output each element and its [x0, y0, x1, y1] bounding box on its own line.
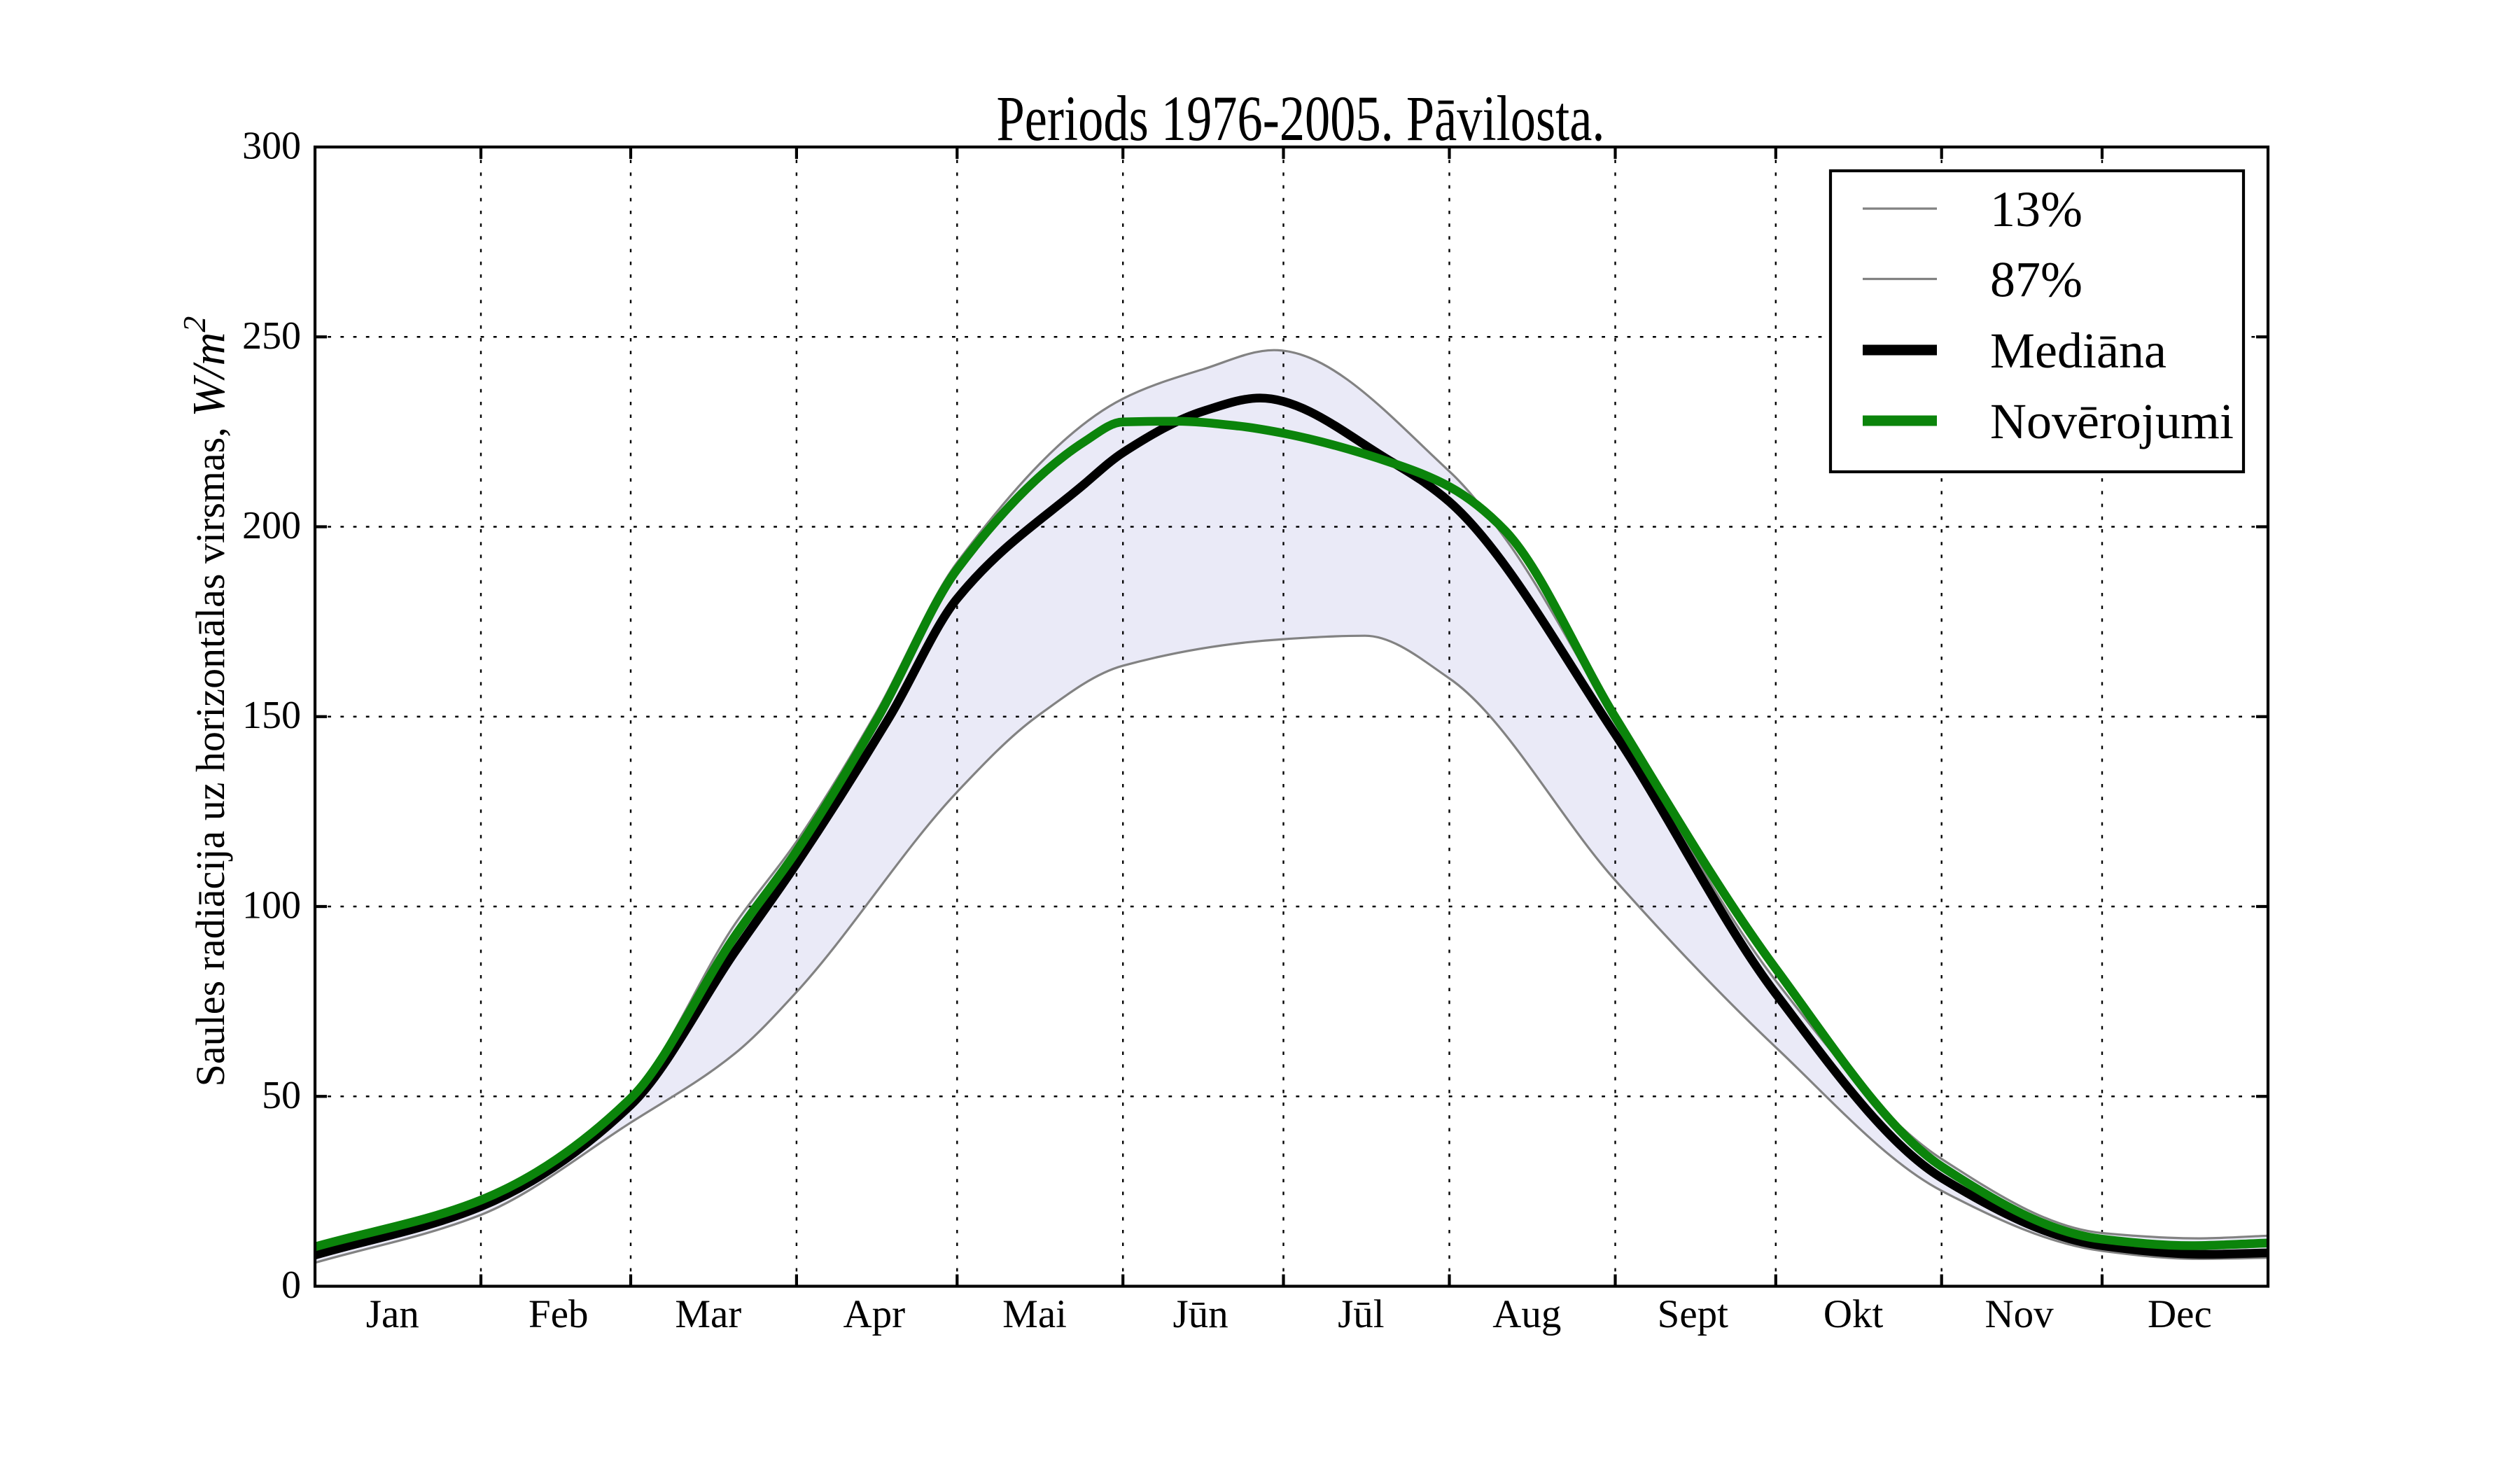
svg-text:Periods 1976-2005. Pāvilosta.: Periods 1976-2005. Pāvilosta. — [997, 83, 1605, 154]
svg-text:150: 150 — [242, 694, 301, 737]
svg-text:Nov: Nov — [1985, 1292, 2054, 1336]
svg-text:87%: 87% — [1990, 252, 2082, 308]
svg-text:Jūn: Jūn — [1173, 1292, 1228, 1336]
svg-text:Mar: Mar — [675, 1292, 741, 1336]
svg-text:Jan: Jan — [366, 1292, 419, 1336]
svg-text:100: 100 — [242, 884, 301, 927]
svg-text:Novērojumi: Novērojumi — [1990, 393, 2234, 449]
svg-text:Dec: Dec — [2148, 1292, 2212, 1336]
svg-text:Okt: Okt — [1823, 1292, 1884, 1336]
svg-text:300: 300 — [242, 125, 301, 168]
svg-text:Apr: Apr — [843, 1292, 905, 1336]
svg-text:Sept: Sept — [1658, 1292, 1729, 1336]
svg-text:200: 200 — [242, 504, 301, 547]
svg-text:13%: 13% — [1990, 181, 2082, 237]
svg-text:50: 50 — [262, 1074, 301, 1117]
svg-text:Aug: Aug — [1492, 1292, 1561, 1336]
svg-text:Mai: Mai — [1002, 1292, 1067, 1336]
svg-text:250: 250 — [242, 314, 301, 358]
svg-text:Feb: Feb — [528, 1292, 589, 1336]
svg-text:Jūl: Jūl — [1338, 1292, 1385, 1336]
svg-text:Mediāna: Mediāna — [1990, 323, 2166, 379]
svg-text:0: 0 — [281, 1264, 301, 1307]
